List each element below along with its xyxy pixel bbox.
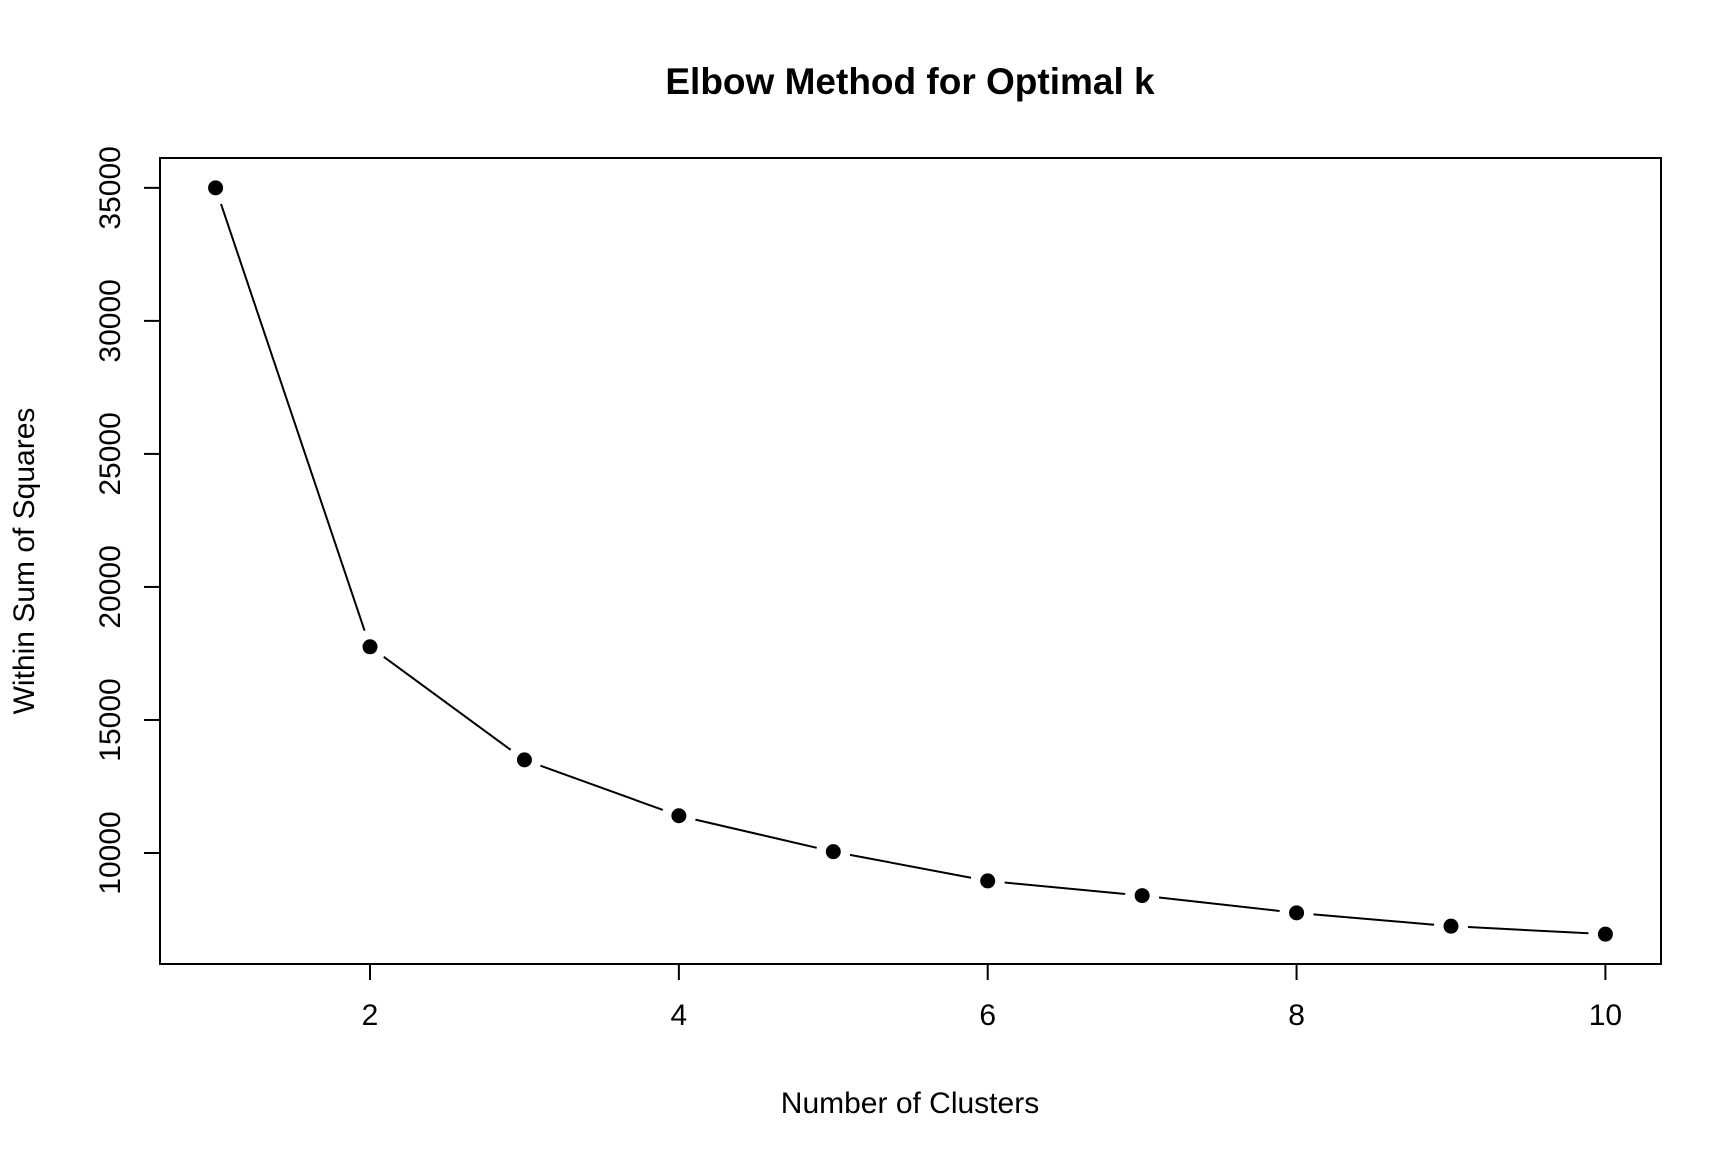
y-tick-label: 30000	[94, 279, 127, 362]
data-point	[980, 873, 996, 889]
data-point	[671, 808, 687, 824]
data-point	[208, 180, 224, 196]
y-tick-label: 35000	[94, 146, 127, 229]
series-line-segment	[849, 853, 972, 879]
data-point	[1443, 918, 1459, 934]
series-layer	[208, 180, 1613, 942]
plot-frame	[159, 157, 1662, 965]
data-point	[825, 844, 841, 860]
x-tick-label: 4	[671, 999, 688, 1032]
series-line-segment	[1158, 896, 1280, 912]
chart-title: Elbow Method for Optimal k	[665, 61, 1155, 102]
x-tick-label: 8	[1288, 999, 1305, 1032]
series-line-segment	[1313, 913, 1435, 926]
data-point	[516, 752, 532, 768]
series-line-segment	[540, 764, 664, 811]
x-tick-label: 6	[979, 999, 996, 1032]
data-point	[1134, 888, 1150, 904]
y-tick-label: 15000	[94, 678, 127, 761]
y-tick-label: 25000	[94, 412, 127, 495]
data-point	[1289, 905, 1305, 921]
x-tick-label: 10	[1589, 999, 1622, 1032]
data-point	[362, 639, 378, 655]
x-axis-label: Number of Clusters	[781, 1087, 1039, 1120]
series-line-segment	[383, 656, 512, 751]
y-axis-label: Within Sum of Squares	[8, 408, 41, 715]
x-tick-label: 2	[362, 999, 379, 1032]
data-point	[1597, 926, 1613, 942]
series-line-segment	[220, 203, 366, 632]
series-line-segment	[1004, 881, 1126, 895]
y-tick-label: 20000	[94, 545, 127, 628]
series-line-segment	[695, 818, 817, 849]
y-tick-label: 10000	[94, 811, 127, 894]
series-line-segment	[1467, 926, 1589, 935]
y-axis: 10000 15000 20000 25000 30000 35000	[94, 146, 160, 895]
x-axis: 2 4 6 8 10	[362, 964, 1622, 1032]
